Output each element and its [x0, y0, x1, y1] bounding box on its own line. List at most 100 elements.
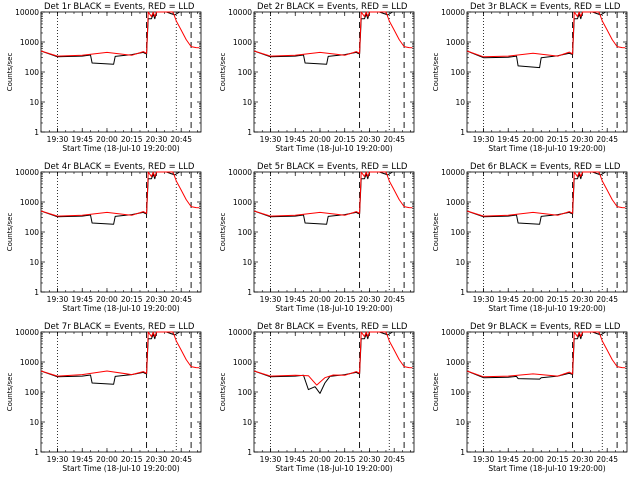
x-axis-label: Start Time (18-Jul-10 19:20:00): [488, 304, 605, 313]
chart-panel: Det 4r BLACK = Events, RED = LLD 1 10 100 10…: [6, 162, 202, 313]
y-axis-label: Counts/sec: [432, 53, 440, 92]
y-tick-label: 1: [34, 448, 39, 457]
chart-title: Det 9r BLACK = Events, RED = LLD: [470, 322, 621, 332]
y-axis-label: Counts/sec: [6, 373, 14, 412]
lld-series-line: [40, 331, 200, 377]
x-tick-label: 20:30: [572, 295, 594, 304]
x-tick-label: 19:30: [260, 295, 282, 304]
x-tick-label: 20:45: [170, 455, 192, 464]
x-tick-label: 20:45: [383, 135, 405, 144]
events-series-line: [253, 331, 393, 394]
y-tick-label: 100: [451, 388, 466, 397]
chart-panel: Det 1r BLACK = Events, RED = LLD 1 10 100 10…: [6, 2, 202, 153]
x-tick-label: 19:45: [284, 135, 306, 144]
y-tick-label: 1000: [20, 38, 39, 47]
lld-series-line: [40, 171, 200, 217]
x-tick-label: 19:45: [71, 135, 93, 144]
x-axis-label: Start Time (18-Jul-10 19:20:00): [488, 144, 605, 153]
x-tick-label: 20:45: [170, 295, 192, 304]
x-tick-label: 20:45: [596, 455, 618, 464]
chart-title: Det 3r BLACK = Events, RED = LLD: [470, 2, 621, 12]
x-tick-label: 20:45: [596, 295, 618, 304]
x-tick-label: 20:15: [547, 135, 569, 144]
y-tick-label: 100: [451, 228, 466, 237]
events-series-line: [466, 331, 606, 380]
lld-series-line: [253, 11, 413, 57]
y-tick-label: 100: [25, 68, 40, 77]
y-tick-label: 1000: [446, 358, 465, 367]
x-tick-label: 19:30: [473, 455, 495, 464]
chart-panel: Det 6r BLACK = Events, RED = LLD 1 10 100 10…: [432, 162, 628, 313]
x-tick-label: 20:45: [596, 135, 618, 144]
y-tick-label: 10000: [228, 8, 252, 17]
lld-series-line: [466, 331, 626, 378]
y-tick-label: 1000: [233, 198, 252, 207]
chart-panel: Det 8r BLACK = Events, RED = LLD 1 10 100 10…: [219, 322, 415, 473]
x-tick-label: 20:00: [96, 135, 118, 144]
x-axis-label: Start Time (18-Jul-10 19:20:00): [62, 464, 179, 473]
y-tick-label: 10: [455, 418, 465, 427]
y-tick-label: 100: [25, 228, 40, 237]
x-tick-label: 19:45: [284, 295, 306, 304]
y-tick-label: 1: [247, 448, 252, 457]
plot-frame: [40, 11, 202, 133]
x-tick-label: 20:30: [572, 135, 594, 144]
x-tick-label: 19:45: [71, 295, 93, 304]
y-tick-label: 10000: [441, 8, 465, 17]
y-tick-label: 10000: [228, 328, 252, 337]
plot-frame: [253, 11, 415, 133]
y-tick-label: 10000: [228, 168, 252, 177]
x-tick-label: 19:30: [47, 295, 69, 304]
x-tick-label: 19:45: [284, 455, 306, 464]
x-tick-label: 19:30: [47, 135, 69, 144]
y-axis-label: Counts/sec: [219, 53, 227, 92]
chart-panel: Det 7r BLACK = Events, RED = LLD 1 10 100 10…: [6, 322, 202, 473]
x-tick-label: 20:30: [146, 135, 168, 144]
y-tick-label: 100: [238, 68, 253, 77]
x-tick-label: 20:00: [522, 135, 544, 144]
chart-title: Det 4r BLACK = Events, RED = LLD: [44, 162, 195, 172]
y-axis-label: Counts/sec: [432, 373, 440, 412]
x-tick-label: 20:15: [121, 295, 143, 304]
y-tick-label: 10000: [441, 328, 465, 337]
y-tick-label: 10000: [15, 328, 39, 337]
y-axis-label: Counts/sec: [6, 213, 14, 252]
x-tick-label: 20:15: [121, 455, 143, 464]
x-tick-label: 20:30: [146, 455, 168, 464]
x-tick-label: 20:15: [547, 295, 569, 304]
x-tick-label: 19:30: [260, 135, 282, 144]
lld-series-line: [466, 171, 626, 217]
x-tick-label: 20:00: [522, 295, 544, 304]
y-tick-label: 100: [238, 388, 253, 397]
y-tick-label: 1: [460, 448, 465, 457]
plot-frame: [466, 11, 628, 133]
x-tick-label: 20:45: [170, 135, 192, 144]
y-tick-label: 10000: [15, 8, 39, 17]
x-tick-label: 20:30: [359, 455, 381, 464]
y-tick-label: 1: [34, 128, 39, 137]
plot-frame: [466, 331, 628, 453]
y-tick-label: 100: [451, 68, 466, 77]
x-axis-label: Start Time (18-Jul-10 19:20:00): [488, 464, 605, 473]
x-tick-label: 19:30: [260, 455, 282, 464]
y-tick-label: 10: [242, 418, 252, 427]
x-tick-label: 20:30: [146, 295, 168, 304]
y-tick-label: 1000: [233, 38, 252, 47]
y-tick-label: 10: [29, 418, 39, 427]
y-tick-label: 10: [29, 258, 39, 267]
x-tick-label: 19:45: [497, 295, 519, 304]
y-tick-label: 1: [247, 288, 252, 297]
plot-frame: [253, 171, 415, 293]
y-axis-label: Counts/sec: [432, 213, 440, 252]
y-tick-label: 100: [25, 388, 40, 397]
x-axis-label: Start Time (18-Jul-10 19:20:00): [275, 304, 392, 313]
plot-frame: [253, 331, 415, 453]
y-tick-label: 1000: [20, 358, 39, 367]
y-axis-label: Counts/sec: [219, 373, 227, 412]
x-axis-label: Start Time (18-Jul-10 19:20:00): [275, 144, 392, 153]
y-tick-label: 10000: [441, 168, 465, 177]
x-tick-label: 20:15: [334, 455, 356, 464]
x-tick-label: 19:45: [497, 455, 519, 464]
x-tick-label: 19:30: [47, 455, 69, 464]
y-tick-label: 10: [455, 98, 465, 107]
